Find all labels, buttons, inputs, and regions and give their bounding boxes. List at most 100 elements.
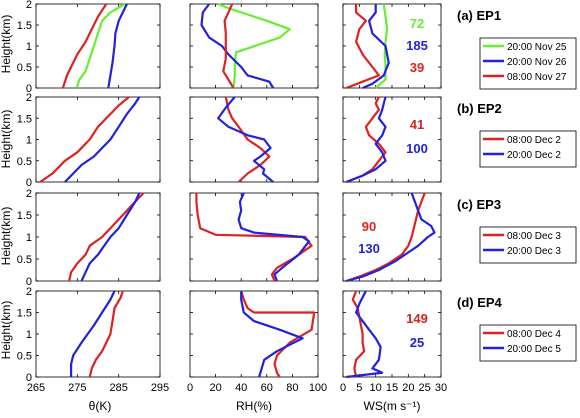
y-axis-label-row-2: Height(km)	[0, 110, 13, 169]
series-line	[75, 3, 126, 89]
panel-label: (d) EP4	[457, 295, 503, 310]
plot-frame	[342, 96, 442, 183]
legend-label: 20:00 Nov 25	[507, 42, 567, 53]
series-line	[195, 193, 313, 282]
x-tick-label: 10	[370, 382, 382, 394]
y-tick-label: 1.5	[17, 20, 32, 32]
x-tick-label: 285	[109, 382, 127, 394]
y-tick-label: 0	[26, 177, 32, 189]
panel-2-rh	[189, 96, 319, 183]
annotation-label: 39	[410, 60, 424, 75]
panel-label: (b) EP2	[457, 101, 502, 116]
plot-frame	[35, 192, 161, 282]
annotation-label: 25	[410, 335, 424, 350]
legend-label: 08:00 Dec 4	[507, 329, 561, 340]
series-line	[345, 4, 380, 90]
y-tick-label: 1	[26, 41, 32, 53]
plot-frame	[35, 290, 161, 378]
x-tick-label: 265	[27, 382, 45, 394]
panel-4-rh: 0 20 40 60 80 100	[187, 290, 327, 394]
series-line	[240, 291, 304, 378]
x-axis-label-rh: RH(%)	[236, 399, 272, 413]
y-tick-label: 0.5	[17, 351, 32, 363]
plot-frame	[35, 96, 161, 183]
annotation-label: 41	[410, 117, 424, 132]
panel-3-rh	[189, 192, 319, 282]
series-line	[217, 96, 274, 183]
panel-grid: 0 0.5 1 1.5 2 72 185 39 (a) EP1 20:00 Nov 25 20:00…	[17, 0, 577, 394]
series-line	[345, 96, 387, 184]
x-tick-label: 40	[235, 382, 247, 394]
panel-label: (c) EP3	[457, 197, 501, 212]
series-line	[70, 290, 116, 377]
y-tick-label: 1.5	[17, 308, 32, 320]
x-axis-label-theta: θ(K)	[89, 399, 112, 413]
legend-label: 20:00 Dec 2	[507, 150, 561, 161]
x-tick-label: 0	[340, 382, 346, 394]
x-tick-label: 25	[419, 382, 431, 394]
x-tick-label: 20	[402, 382, 414, 394]
x-tick-label: 295	[151, 382, 169, 394]
annotation-label: 149	[406, 311, 428, 326]
y-tick-label: 1	[26, 135, 32, 147]
legend-box	[479, 226, 577, 264]
series-line	[351, 290, 366, 378]
y-tick-label: 2	[26, 286, 32, 298]
series-line	[222, 3, 235, 89]
x-tick-label: 100	[309, 382, 327, 394]
panel-4-ws: 0 5 10 15 20 25 30 149 25	[340, 290, 447, 394]
y-axis-label-row-3: Height(km)	[0, 207, 13, 266]
y-tick-label: 0	[26, 372, 32, 384]
series-line	[237, 192, 311, 282]
panel-1-theta: 0 0.5 1 1.5 2	[17, 0, 161, 95]
annotation-label: 185	[406, 38, 428, 53]
y-tick-label: 1	[26, 232, 32, 244]
x-tick-label: 80	[286, 382, 298, 394]
legend-label: 20:00 Nov 26	[507, 57, 567, 68]
panel-label: (a) EP1	[457, 8, 501, 23]
series-line	[346, 290, 384, 379]
annotation-label: 130	[358, 241, 380, 256]
panel-3-theta: 0 0.5 1 1.5 2	[17, 188, 161, 288]
legend-label: 20:00 Dec 5	[507, 344, 561, 355]
y-tick-label: 2	[26, 188, 32, 200]
series-line	[61, 3, 108, 89]
series-line	[39, 96, 130, 183]
panel-4-theta: 0 0.5 1 1.5 2 265 275 285 295	[17, 286, 169, 394]
series-line	[217, 2, 291, 89]
series-line	[200, 3, 275, 89]
y-tick-label: 0.5	[17, 254, 32, 266]
legend-box	[479, 324, 577, 362]
y-tick-label: 2	[26, 92, 32, 104]
legend-label: 08:00 Dec 2	[507, 135, 561, 146]
y-tick-label: 0.5	[17, 156, 32, 168]
y-tick-label: 2	[26, 0, 32, 11]
y-tick-label: 0	[26, 83, 32, 95]
series-line	[240, 290, 316, 378]
series-line	[64, 96, 141, 183]
legend-box	[479, 130, 577, 168]
panel-1-ws: 72 185 39	[342, 3, 442, 90]
y-tick-label: 1.5	[17, 113, 32, 125]
series-line	[107, 3, 128, 89]
annotation-label: 72	[410, 16, 424, 31]
series-line	[88, 290, 124, 378]
series-line	[346, 192, 436, 283]
x-tick-label: 60	[261, 382, 273, 394]
x-axis-label-ws: WS(m s⁻¹)	[364, 399, 421, 413]
legend-label: 08:00 Dec 3	[507, 231, 561, 242]
y-tick-label: 1	[26, 329, 32, 341]
x-tick-label: 15	[386, 382, 398, 394]
y-tick-label: 0.5	[17, 62, 32, 74]
legend-label: 08:00 Nov 27	[507, 72, 567, 83]
series-line	[345, 96, 387, 184]
series-line	[224, 96, 271, 183]
x-tick-label: 20	[209, 382, 221, 394]
y-tick-label: 0	[26, 276, 32, 288]
plot-frame	[189, 290, 319, 378]
panel-2-theta: 0 0.5 1 1.5 2	[17, 92, 161, 189]
legend-label: 20:00 Dec 3	[507, 246, 561, 257]
panel-1-rh	[189, 2, 319, 89]
